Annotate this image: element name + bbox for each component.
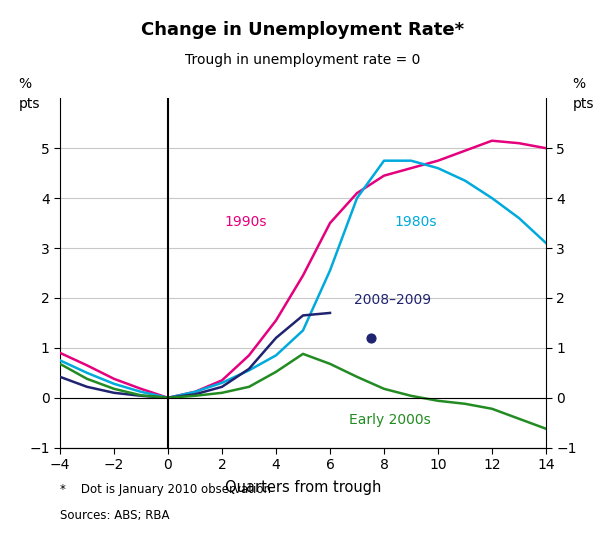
Text: Early 2000s: Early 2000s xyxy=(349,413,431,427)
Text: %: % xyxy=(19,78,32,91)
Text: 1990s: 1990s xyxy=(224,215,267,229)
Text: 1980s: 1980s xyxy=(395,215,437,229)
Point xyxy=(366,334,376,342)
Text: pts: pts xyxy=(19,97,40,110)
Text: Sources: ABS; RBA: Sources: ABS; RBA xyxy=(60,509,170,522)
X-axis label: Quarters from trough: Quarters from trough xyxy=(225,480,381,495)
Text: *    Dot is January 2010 observation: * Dot is January 2010 observation xyxy=(60,483,271,496)
Text: Trough in unemployment rate = 0: Trough in unemployment rate = 0 xyxy=(185,53,421,67)
Text: %: % xyxy=(573,78,586,91)
Text: Change in Unemployment Rate*: Change in Unemployment Rate* xyxy=(142,21,464,39)
Text: 2008–2009: 2008–2009 xyxy=(354,293,431,307)
Text: pts: pts xyxy=(573,97,594,110)
